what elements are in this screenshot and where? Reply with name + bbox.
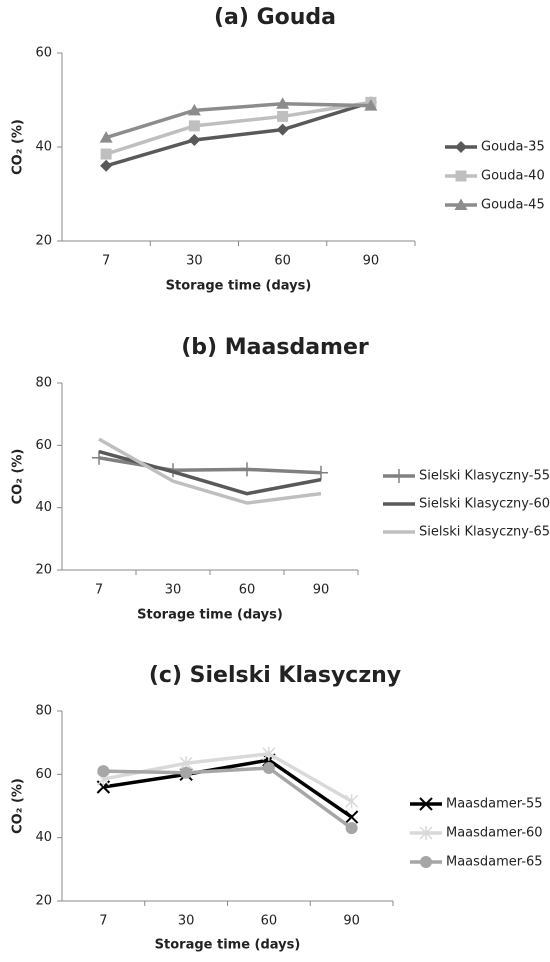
marker — [240, 462, 254, 477]
series-line — [98, 437, 322, 505]
series-line — [103, 751, 353, 803]
y-axis-label: CO₂ (%) — [11, 778, 26, 834]
x-tick-label: 90 — [363, 254, 380, 269]
marker — [262, 762, 275, 774]
marker — [345, 822, 358, 835]
marker — [392, 469, 406, 483]
y-tick-label: 40 — [35, 830, 52, 845]
legend-label: Maasdamer-55 — [446, 797, 543, 812]
marker — [345, 794, 359, 809]
marker — [454, 198, 468, 210]
series-line — [98, 456, 322, 475]
x-axis-label: Storage time (days) — [155, 938, 301, 953]
marker — [276, 123, 289, 136]
x-tick-label: 7 — [102, 254, 110, 269]
series-line — [103, 766, 353, 830]
x-tick-label: 30 — [178, 914, 195, 929]
marker — [344, 810, 359, 824]
y-axis-label: CO₂ (%) — [11, 449, 26, 505]
x-tick-label: 30 — [165, 583, 182, 598]
legend-label: Gouda-40 — [481, 169, 545, 184]
marker — [97, 765, 110, 778]
marker — [188, 120, 200, 132]
x-tick-label: 30 — [186, 254, 203, 269]
series-line — [105, 100, 372, 156]
marker — [314, 465, 328, 480]
legend-label: Gouda-45 — [481, 198, 545, 213]
x-tick-label: 90 — [313, 583, 330, 598]
x-axis-label: Storage time (days) — [137, 608, 283, 623]
x-tick-label: 60 — [274, 254, 291, 269]
y-tick-label: 60 — [35, 438, 52, 453]
series-line — [103, 758, 353, 819]
marker — [420, 856, 432, 868]
legend-label: Maasdamer-60 — [446, 826, 543, 841]
series-line — [105, 102, 371, 140]
marker — [455, 170, 467, 182]
y-tick-label: 20 — [35, 234, 52, 249]
marker — [180, 766, 193, 779]
y-tick-label: 40 — [35, 140, 52, 155]
y-tick-label: 20 — [35, 563, 52, 578]
marker — [419, 826, 433, 840]
legend-label: Maasdamer-65 — [446, 855, 543, 870]
marker — [364, 99, 378, 111]
x-tick-label: 7 — [99, 914, 107, 929]
marker — [277, 110, 289, 122]
legend-label: Sielski Klasyczny-55 — [419, 469, 550, 484]
chart-title: (b) Maasdamer — [181, 335, 369, 360]
y-axis-label: CO₂ (%) — [11, 119, 26, 175]
marker — [276, 97, 290, 109]
marker — [419, 797, 433, 811]
y-tick-label: 20 — [35, 894, 52, 909]
marker — [187, 103, 201, 116]
x-tick-label: 60 — [239, 583, 256, 598]
y-tick-label: 60 — [35, 767, 52, 782]
y-tick-label: 60 — [35, 46, 52, 61]
y-tick-label: 80 — [35, 704, 52, 719]
series-line — [105, 100, 372, 168]
marker — [455, 141, 467, 153]
y-tick-label: 40 — [35, 500, 52, 515]
chart-title: (c) Sielski Klasyczny — [149, 663, 401, 688]
legend-label: Sielski Klasyczny-60 — [419, 497, 550, 512]
marker — [100, 148, 112, 160]
chart-title: (a) Gouda — [214, 5, 336, 30]
x-tick-label: 60 — [261, 914, 278, 929]
marker — [100, 159, 113, 172]
y-tick-label: 80 — [35, 376, 52, 391]
marker — [99, 131, 113, 143]
x-tick-label: 90 — [343, 914, 360, 929]
marker — [188, 133, 201, 146]
legend-label: Gouda-35 — [481, 140, 545, 155]
legend-label: Sielski Klasyczny-65 — [419, 525, 550, 540]
x-tick-label: 7 — [95, 583, 103, 598]
marker — [262, 746, 276, 761]
x-axis-label: Storage time (days) — [166, 279, 312, 294]
